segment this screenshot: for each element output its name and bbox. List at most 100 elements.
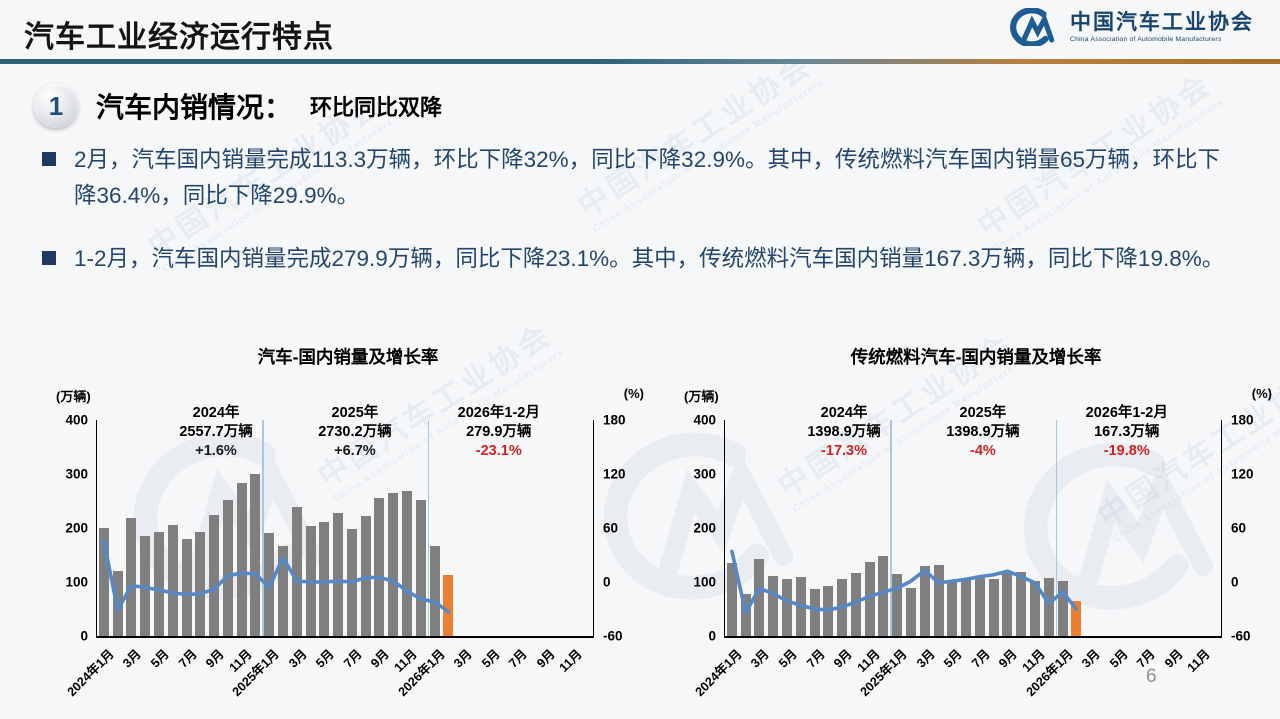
chart-title: 汽车-国内销量及增长率 [257,347,439,367]
sales-bar [126,518,137,636]
x-tick-label: 2024年1月 [692,646,745,699]
x-tick-label: 7月 [506,646,530,671]
y-tick-label-right: 0 [1231,574,1239,590]
bullet-list: 2月，汽车国内销量完成113.3万辆，环比下降32%，同比下降32.9%。其中，… [42,142,1238,303]
x-tick-label: 9月 [996,646,1021,671]
x-tick-label: 3月 [748,646,773,671]
annotation-line: 167.3万辆 [1094,423,1160,440]
annotation-line: -4% [970,442,996,459]
logo-name-cn: 中国汽车工业协会 [1070,10,1254,34]
y-tick-label-right: 60 [1231,520,1247,536]
sales-bar [947,580,958,636]
y-tick-label-left: 200 [65,520,88,536]
y-tick-label-right: 0 [603,574,611,590]
y-tick-label-right: 120 [603,466,626,482]
x-tick-label: 7月 [968,646,993,671]
x-tick-label: 3月 [1079,646,1103,671]
y-tick-label-right: 180 [1231,412,1254,428]
sales-bar [167,524,178,636]
x-tick-label: 3月 [451,646,475,671]
bullet-text: 2月，汽车国内销量完成113.3万辆，环比下降32%，同比下降32.9%。其中，… [74,147,1221,209]
y-tick-label-right: -60 [1231,628,1251,644]
y-tick-label-right: -60 [603,628,623,644]
annotation-line: 2024年 [820,405,868,421]
y-tick-label-right: 120 [1231,466,1254,482]
sales-bar [919,565,930,636]
annotation-line: 2024年 [192,405,240,421]
sales-bar [1043,577,1054,636]
year-annotation: 2025年 2730.2万辆 +6.7% [318,404,391,461]
sales-bar [222,500,233,636]
sales-bar [333,512,344,636]
sales-bar [291,507,302,636]
sales-bar [415,500,426,636]
sales-bar [864,562,875,636]
sales-bar [319,521,330,636]
sales-bar [974,577,985,636]
sales-bar [374,498,385,636]
sales-bar [850,572,861,636]
left-axis-unit: (万辆) [684,389,719,404]
x-tick-label: 9月 [533,646,558,671]
annotation-line: -19.8% [1103,442,1150,459]
annotation-line: -17.3% [821,442,868,459]
sales-bar [878,556,889,636]
annotation-line: 2025年 [959,405,1007,421]
year-separator [427,420,429,636]
sales-bar [740,593,751,636]
annotation-line: 2557.7万辆 [179,423,253,440]
x-tick-label: 9月 [831,646,855,671]
section-subtitle: 环比同比双降 [310,95,443,120]
sales-bar [906,587,916,636]
sales-bar [1030,581,1040,636]
sales-bar [809,589,820,636]
x-tick-label: 5月 [148,646,172,671]
x-tick-label: 5月 [313,646,338,671]
caam-logo-text: 中国汽车工业协会 China Association of Automobile… [1070,11,1254,44]
slide-header: 汽车工业经济运行特点 中国汽车工业协会 China Association of… [0,0,1280,60]
header-divider [0,59,1280,64]
bullet-item: 2月，汽车国内销量完成113.3万辆，环比下降32%，同比下降32.9%。其中，… [42,142,1238,215]
sales-bar [892,574,903,636]
annotation-line: 2026年1-2月 [1085,405,1168,421]
x-tick-label: 7月 [803,646,828,671]
sales-bar [388,493,399,636]
growth-line [732,551,1076,612]
caam-logo-icon [1010,8,1055,46]
sales-bar [195,531,206,636]
year-separator [890,420,892,636]
x-axis-labels: 2024年1月 3月 5月 7月 9月 11月 2025年1月 3月 5月 7月 9月 11月 2026… [64,636,593,702]
x-tick-label: 3月 [120,646,145,671]
chart-title: 传统燃料汽车-国内销量及增长率 [850,347,1102,367]
sales-bar [754,559,765,636]
chart-body: (万辆) (%) 0 100 200 300 400 -60 0 60 120 180 2024年 1… [678,370,1274,704]
year-annotation: 2025年 1398.9万辆 -4% [946,404,1019,461]
annotation-line: +6.7% [334,442,376,459]
caam-logo: 中国汽车工业协会 China Association of Automobile… [1000,8,1254,46]
annotation-line: 279.9万辆 [466,423,532,440]
x-tick-label: 5月 [1106,646,1131,671]
sales-bar [402,491,412,636]
sales-bar [1016,572,1027,636]
y-tick-label-left: 400 [65,412,88,428]
y-tick-label-left: 0 [708,628,716,644]
y-tick-label-left: 300 [65,466,88,482]
sales-bar [933,565,944,636]
y-tick-label-right: 60 [603,520,619,536]
page-number: 6 [1146,666,1157,687]
sales-bar [278,546,288,636]
sales-bar [726,563,737,636]
year-annotation: 2024年 2557.7万辆 +1.6% [179,404,252,461]
right-axis-unit: (%) [1251,386,1272,401]
sales-bar [1002,572,1013,636]
sales-bar [782,578,792,636]
year-annotation: 2026年1-2月 279.9万辆 -23.1% [458,404,540,461]
x-tick-label: 7月 [175,646,200,671]
sales-bar [961,580,972,636]
y-tick-label-left: 100 [65,574,88,590]
annotation-line: +1.6% [195,442,237,459]
chart-body: (万辆) (%) 0 100 200 300 400 -60 0 60 120 180 2024年 2… [50,370,646,704]
growth-line-svg [97,420,593,636]
x-tick-label: 5月 [941,646,966,671]
annotation-line: 1398.9万辆 [807,423,881,440]
